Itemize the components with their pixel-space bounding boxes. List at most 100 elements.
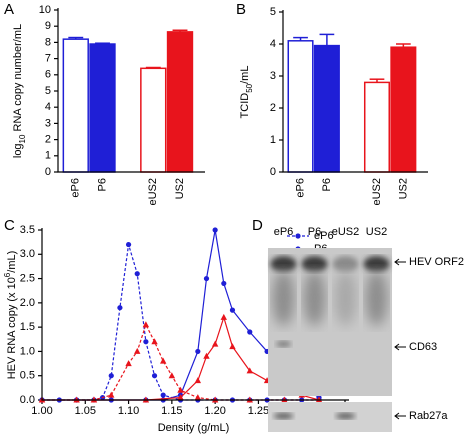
data-point	[229, 343, 236, 350]
y-tick-label: 6	[45, 69, 51, 81]
bar	[287, 40, 314, 173]
data-point	[177, 386, 184, 393]
panel-label: B	[236, 1, 246, 18]
bar	[62, 38, 89, 173]
data-point	[203, 275, 210, 282]
band	[332, 256, 359, 272]
band	[270, 256, 297, 272]
lane-label: US2	[366, 226, 387, 238]
y-tick-label: 3	[270, 70, 276, 82]
data-point	[134, 271, 140, 277]
legend-label: eP6	[314, 230, 334, 242]
y-tick-label: 5	[270, 6, 276, 18]
bar	[390, 46, 417, 173]
band	[335, 413, 356, 419]
x-tick-label: P6	[96, 178, 108, 191]
lane-label: eUS2	[332, 226, 360, 238]
x-tick-label: 1.00	[31, 405, 52, 417]
y-tick-label: 1	[45, 150, 51, 162]
x-tick-label: 1.05	[75, 405, 96, 417]
y-tick-label: 8	[45, 36, 51, 48]
blot-label: CD63	[409, 341, 437, 353]
y-tick-label: 0.0	[20, 394, 35, 406]
x-tick-label: 1.15	[161, 405, 182, 417]
data-point	[194, 394, 202, 401]
y-tick-label: 4	[45, 101, 51, 113]
data-point	[211, 340, 219, 347]
y-axis-label: log10 RNA copy number/mL	[12, 24, 27, 158]
data-point	[151, 338, 158, 345]
data-point	[117, 305, 123, 311]
band	[363, 256, 390, 272]
data-point	[142, 321, 150, 328]
y-tick-label: 2.0	[20, 297, 35, 309]
axes	[57, 8, 205, 173]
data-point	[160, 357, 167, 364]
data-point	[177, 394, 184, 401]
y-tick-label: 3	[45, 117, 51, 129]
panel-label: A	[4, 1, 14, 18]
band	[273, 413, 294, 419]
band	[301, 256, 328, 272]
data-point	[168, 372, 176, 379]
data-point	[221, 280, 227, 287]
data-point	[220, 313, 227, 320]
y-tick-label: 2	[45, 134, 51, 146]
y-tick-label: 1	[270, 134, 276, 146]
y-tick-label: 5	[45, 85, 51, 97]
x-tick-label: eUS2	[371, 178, 383, 206]
legend-marker	[295, 233, 301, 239]
y-tick-label: 3.0	[20, 248, 35, 260]
data-point	[229, 307, 236, 313]
axes	[282, 10, 428, 173]
y-tick-label: 7	[45, 53, 51, 65]
data-point	[125, 241, 132, 248]
y-tick-label: 2	[270, 102, 276, 114]
x-tick-label: 1.20	[204, 405, 225, 417]
arrow	[394, 412, 406, 420]
x-tick-label: eUS2	[147, 178, 159, 206]
data-point	[151, 373, 158, 379]
blot-label: HEV ORF2	[409, 256, 464, 268]
arrow	[394, 258, 406, 266]
bar	[140, 67, 167, 173]
x-tick-label: US2	[397, 178, 409, 199]
data-point	[125, 360, 132, 367]
blot-label: Rab27a	[409, 410, 448, 422]
lane-label: eP6	[274, 226, 294, 238]
panel-label: D	[252, 217, 263, 234]
bar	[313, 44, 340, 173]
axes	[41, 228, 349, 401]
data-point	[195, 348, 201, 355]
y-tick-label: 0.5	[20, 370, 35, 382]
data-point	[160, 392, 166, 398]
y-axis-label: TCID50/mL	[239, 66, 254, 119]
y-tick-label: 2.5	[20, 272, 35, 284]
band	[275, 341, 292, 347]
x-tick-label: 1.10	[118, 405, 139, 417]
y-tick-label: 1.0	[20, 345, 35, 357]
label-part: /mL	[239, 66, 251, 84]
y-tick-label: 9	[45, 20, 51, 32]
lane-label: P6	[308, 226, 321, 238]
y-axis-label: HEV RNA copy (x 106/mL)	[3, 251, 18, 380]
data-point	[134, 347, 141, 354]
data-point	[247, 329, 253, 335]
smear	[334, 270, 357, 326]
bar	[363, 81, 390, 173]
y-tick-label: 10	[39, 4, 51, 16]
arrow	[394, 343, 406, 351]
x-tick-label: 1.25	[248, 405, 269, 417]
data-point	[108, 373, 114, 379]
x-tick-label: P6	[321, 178, 333, 191]
blot-bands	[270, 256, 390, 419]
data-point	[143, 339, 149, 345]
x-tick-label: eP6	[294, 178, 306, 198]
label-part: TCID	[239, 93, 251, 119]
label-part: RNA copy number/mL	[12, 24, 24, 135]
label-part: HEV RNA copy (x 10	[6, 277, 18, 379]
data-point	[194, 377, 202, 384]
y-tick-label: 1.5	[20, 321, 35, 333]
bar	[89, 43, 116, 173]
subscript: 10	[18, 134, 27, 143]
